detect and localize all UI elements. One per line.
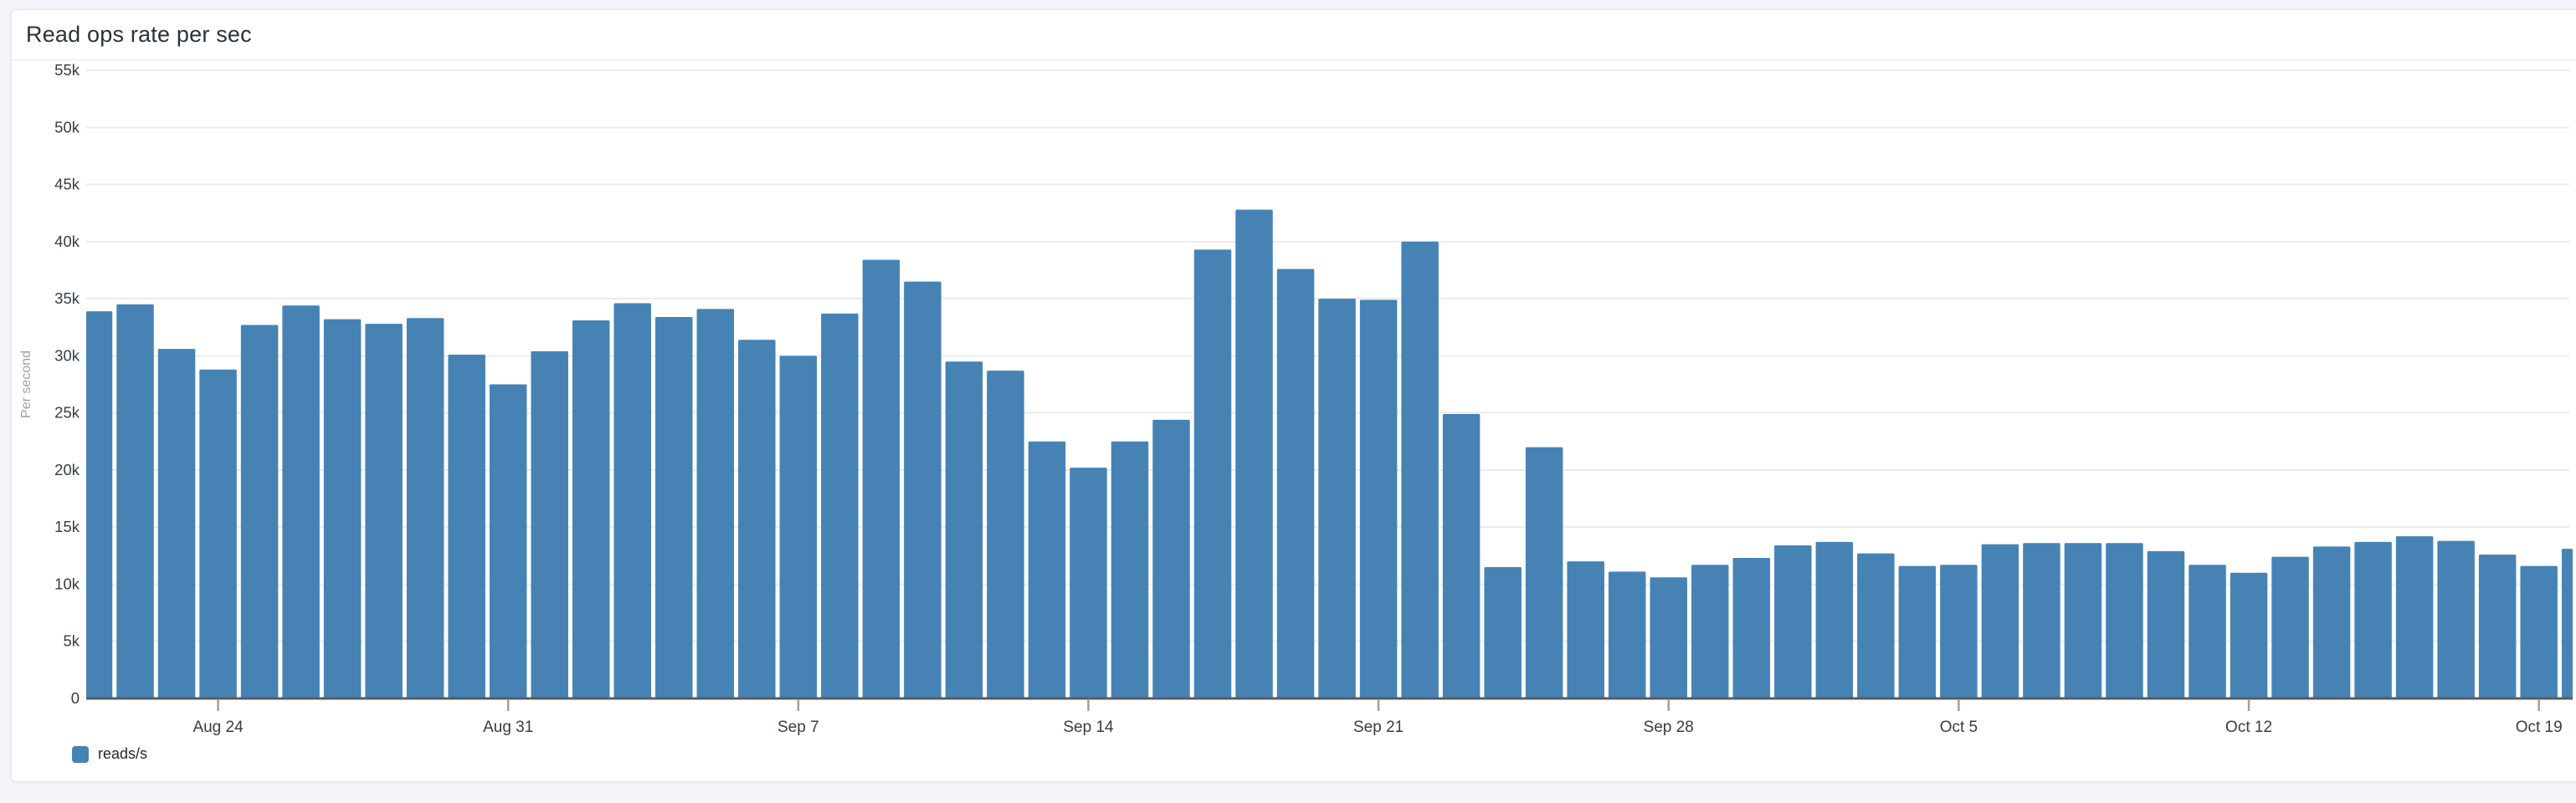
bar-reads-per-s[interactable] bbox=[1401, 241, 1439, 698]
bar-reads-per-s[interactable] bbox=[2106, 543, 2143, 698]
bar-reads-per-s[interactable] bbox=[282, 305, 320, 698]
bar-reads-per-s[interactable] bbox=[1567, 561, 1604, 698]
bar-reads-per-s[interactable] bbox=[2271, 556, 2309, 698]
bar-reads-per-s[interactable] bbox=[655, 316, 693, 698]
bar-reads-per-s[interactable] bbox=[489, 384, 527, 699]
bar-reads-per-s[interactable] bbox=[2561, 549, 2573, 698]
bar-reads-per-s[interactable] bbox=[323, 319, 362, 698]
bar-reads-per-s[interactable] bbox=[945, 361, 983, 698]
bar-reads-per-s[interactable] bbox=[406, 318, 444, 698]
bar-reads-per-s[interactable] bbox=[904, 281, 942, 698]
bar-reads-per-s[interactable] bbox=[365, 324, 403, 698]
bar-reads-per-s[interactable] bbox=[2520, 565, 2558, 698]
bar-reads-per-s[interactable] bbox=[2354, 541, 2392, 698]
bar-reads-per-s[interactable] bbox=[1442, 414, 1480, 698]
bar-reads-per-s[interactable] bbox=[1732, 558, 1771, 698]
bar-reads-per-s[interactable] bbox=[572, 320, 610, 698]
bar-reads-per-s[interactable] bbox=[1774, 545, 1812, 698]
legend-label-reads-per-s[interactable]: reads/s bbox=[98, 745, 148, 762]
bar-reads-per-s[interactable] bbox=[2023, 543, 2060, 698]
bar-reads-per-s[interactable] bbox=[1152, 419, 1190, 698]
bar-reads-per-s[interactable] bbox=[1940, 565, 1978, 698]
bar-reads-per-s[interactable] bbox=[157, 349, 196, 698]
bar-reads-per-s[interactable] bbox=[1028, 441, 1066, 698]
panel-title: Read ops rate per sec bbox=[26, 22, 252, 47]
bar-reads-per-s[interactable] bbox=[1650, 577, 1688, 698]
bar-reads-per-s[interactable] bbox=[2189, 565, 2226, 698]
bar-reads-per-s[interactable] bbox=[2395, 536, 2434, 698]
bar-reads-per-s[interactable] bbox=[987, 371, 1024, 698]
bar-reads-per-s[interactable] bbox=[738, 340, 776, 698]
bar-reads-per-s[interactable] bbox=[1276, 269, 1315, 698]
bar-reads-per-s[interactable] bbox=[2230, 572, 2268, 698]
bar-reads-per-s[interactable] bbox=[1691, 565, 1729, 698]
bar-reads-per-s[interactable] bbox=[86, 311, 113, 698]
bar-reads-per-s[interactable] bbox=[2147, 550, 2185, 698]
bar-reads-per-s[interactable] bbox=[1981, 544, 2019, 698]
bar-reads-per-s[interactable] bbox=[199, 369, 237, 698]
bar-reads-per-s[interactable] bbox=[862, 259, 901, 698]
bar-reads-per-s[interactable] bbox=[116, 304, 154, 698]
bar-reads-per-s[interactable] bbox=[779, 355, 818, 698]
bar-reads-per-s[interactable] bbox=[1070, 468, 1107, 698]
bar-reads-per-s[interactable] bbox=[1898, 565, 1937, 698]
bar-reads-per-s[interactable] bbox=[821, 313, 859, 698]
bar-reads-per-s[interactable] bbox=[1484, 566, 1521, 698]
bar-reads-per-s[interactable] bbox=[240, 325, 279, 698]
bar-reads-per-s[interactable] bbox=[1318, 299, 1356, 698]
bar-reads-per-s[interactable] bbox=[1857, 553, 1895, 698]
bar-reads-per-s[interactable] bbox=[1815, 541, 1854, 698]
bar-reads-per-s[interactable] bbox=[531, 350, 568, 698]
bar-reads-per-s[interactable] bbox=[1111, 441, 1149, 698]
bar-reads-per-s[interactable] bbox=[2064, 543, 2102, 698]
bar-reads-per-s[interactable] bbox=[1359, 299, 1398, 698]
bar-reads-per-s[interactable] bbox=[448, 354, 485, 698]
bar-reads-per-s[interactable] bbox=[2478, 554, 2517, 698]
panel-header: Read ops rate per sec bbox=[12, 10, 2576, 60]
bar-reads-per-s[interactable] bbox=[613, 303, 652, 698]
bar-reads-per-s[interactable] bbox=[1525, 447, 1563, 698]
bar-reads-per-s[interactable] bbox=[1193, 249, 1232, 699]
bar-reads-per-s[interactable] bbox=[1235, 209, 1273, 698]
legend-swatch-reads-per-s[interactable] bbox=[72, 745, 89, 763]
bar-reads-per-s[interactable] bbox=[2312, 546, 2351, 698]
bar-reads-per-s[interactable] bbox=[1608, 571, 1646, 698]
legend: reads/s bbox=[72, 745, 147, 763]
bar-reads-per-s[interactable] bbox=[696, 309, 735, 698]
bar-reads-per-s[interactable] bbox=[2437, 540, 2475, 698]
